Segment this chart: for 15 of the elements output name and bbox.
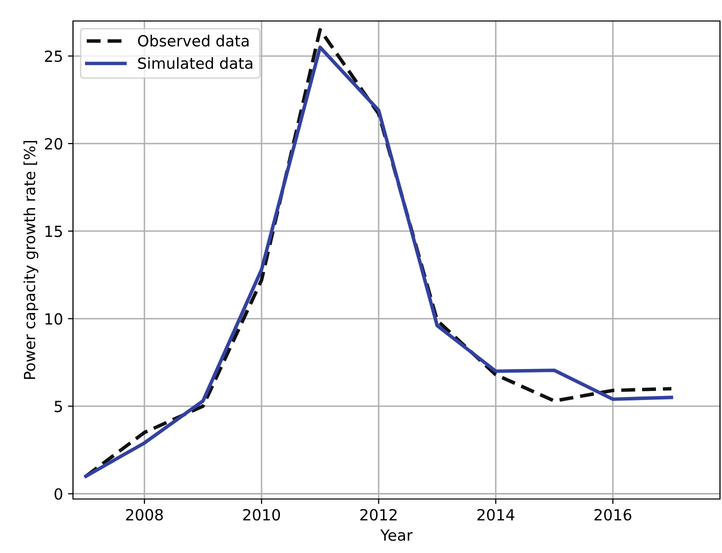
x-tick-label: 2014	[477, 508, 514, 521]
x-tick-label: 2016	[594, 508, 632, 521]
x-tick-label: 2008	[126, 508, 163, 521]
y-tick-label: 20	[44, 138, 62, 150]
x-tick-label: 2010	[243, 508, 280, 521]
y-tick-label: 0	[54, 488, 62, 500]
y-axis-title: Power capacity growth rate [%]	[23, 140, 38, 379]
y-tick-label: 25	[44, 50, 62, 62]
y-tick-label: 15	[46, 226, 62, 238]
y-tick-label: 5	[54, 400, 62, 412]
x-axis-title: Year	[380, 530, 413, 541]
y-tick-label: 10	[46, 313, 62, 325]
legend-label: Observed data	[138, 34, 249, 47]
x-tick-label: 2012	[360, 508, 397, 521]
legend-label: Simulated data	[138, 57, 252, 69]
